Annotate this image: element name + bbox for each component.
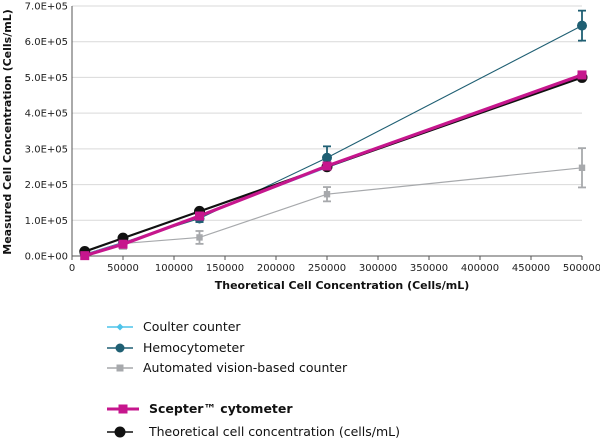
legend-marker	[116, 323, 124, 331]
x-tick-label: 300000	[359, 263, 397, 274]
y-tick-label: 4.0E+05	[25, 109, 68, 120]
series-line	[84, 167, 583, 256]
data-point	[195, 211, 204, 221]
data-point	[577, 20, 587, 31]
x-tick-label: 150000	[206, 263, 244, 274]
x-tick-label: 250000	[308, 263, 346, 274]
y-tick-label: 3.0E+05	[25, 144, 68, 155]
legend-label: Automated vision-based counter	[143, 360, 348, 375]
y-axis-title: Measured Cell Concentration (Cells/mL)	[1, 9, 14, 255]
x-tick-label: 100000	[155, 263, 193, 274]
legend-label: Coulter counter	[143, 319, 241, 334]
axes	[71, 6, 582, 257]
y-tick-label: 2.0E+05	[25, 180, 68, 191]
series-line	[84, 73, 583, 258]
y-tick-label: 1.0E+05	[25, 216, 68, 227]
series-hemocytometer	[79, 9, 587, 260]
data-point	[577, 70, 587, 80]
x-tick-label: 50000	[107, 263, 139, 274]
legend-item: Theoretical cell concentration (cells/mL…	[107, 424, 400, 439]
x-tick-label: 0	[69, 263, 75, 274]
x-tick-label: 500000	[563, 263, 600, 274]
data-point	[322, 152, 332, 163]
legend: Coulter counter Hemocytometer Automated vi…	[107, 319, 400, 439]
y-tick-label: 6.0E+05	[25, 37, 68, 48]
x-tick-label: 350000	[410, 263, 448, 274]
legend-marker	[115, 343, 125, 353]
legend-marker	[118, 404, 128, 414]
data-point	[322, 161, 332, 171]
x-tick-label: 450000	[512, 263, 550, 274]
legend-item: Scepter™ cytometer	[107, 401, 293, 416]
legend-label: Theoretical cell concentration (cells/mL…	[148, 424, 400, 439]
data-point	[323, 191, 331, 198]
y-axis-ticks: 0.0E+00 1.0E+05 2.0E+05 3.0E+05 4.0E+05 5.0E+…	[25, 2, 68, 263]
data-point	[118, 239, 128, 249]
legend-item: Hemocytometer	[107, 340, 245, 355]
x-axis-ticks: 0 50000 100000 150000 200000 250000 300000 3500…	[69, 256, 600, 274]
y-tick-label: 0.0E+00	[25, 252, 68, 263]
legend-item: Coulter counter	[107, 319, 241, 334]
x-axis-title: Theoretical Cell Concentration (Cells/mL…	[215, 279, 470, 292]
x-tick-label: 400000	[461, 263, 499, 274]
data-point	[196, 234, 203, 241]
series-scepter-cytometer	[80, 70, 587, 261]
legend-marker	[114, 426, 126, 438]
legend-label: Hemocytometer	[143, 340, 245, 355]
data-point	[578, 164, 586, 171]
data-point	[80, 251, 90, 261]
series-layer	[79, 9, 588, 261]
x-tick-label: 200000	[257, 263, 295, 274]
legend-item: Automated vision-based counter	[107, 360, 348, 375]
legend-marker	[116, 364, 124, 372]
y-tick-label: 5.0E+05	[25, 73, 68, 84]
legend-label: Scepter™ cytometer	[149, 401, 293, 416]
y-tick-label: 7.0E+05	[25, 2, 68, 13]
